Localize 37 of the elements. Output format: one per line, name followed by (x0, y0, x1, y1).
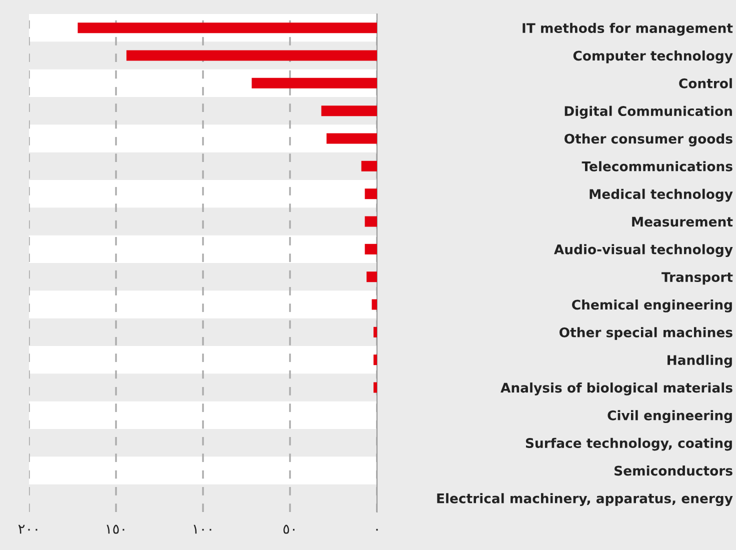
y-tick-label: Civil engineering (608, 410, 732, 424)
y-tick-label: Measurement (632, 216, 733, 227)
x-tick-label: ٥٠ (283, 524, 294, 534)
y-tick-label: Semiconductors (614, 465, 732, 476)
y-tick-label: Audio-visual technology (554, 244, 733, 258)
bar (372, 299, 377, 310)
x-tick-label: ١٠٠ (194, 524, 212, 534)
bar (78, 22, 377, 34)
y-tick-label: Medical technology (590, 188, 733, 202)
y-tick-label: IT methods for management (522, 22, 733, 36)
bar (321, 106, 377, 116)
y-tick-label: Analysis of biological materials (500, 382, 732, 396)
y-tick-label: Control (679, 78, 732, 88)
y-tick-label: Telecommunications (582, 161, 732, 172)
bar (326, 133, 377, 144)
y-tick-label: Surface technology, coating (526, 438, 732, 451)
bar (364, 244, 377, 254)
y-tick-label: Handling (668, 354, 732, 368)
y-tick-label: Other special machines (559, 327, 732, 340)
y-tick-label: Computer technology (573, 50, 733, 64)
bar (364, 216, 377, 227)
bar (126, 50, 377, 61)
y-tick-label: Electrical machinery, apparatus, energy (437, 493, 733, 506)
bar (364, 188, 377, 200)
bar (374, 354, 377, 366)
y-tick-label: Chemical engineering (572, 299, 732, 312)
bar (252, 78, 377, 88)
y-tick-label: Other consumer goods (564, 133, 732, 146)
x-tick-label: ٢٠٠ (18, 524, 38, 534)
x-tick-label: ٠ (376, 528, 378, 531)
bar (374, 326, 377, 338)
x-tick-label: ١٥٠ (106, 524, 124, 534)
y-tick-label: Transport (662, 272, 733, 285)
bar (374, 382, 377, 393)
bar (361, 160, 377, 172)
bar (366, 272, 377, 282)
y-tick-label: Digital Communication (564, 106, 732, 119)
